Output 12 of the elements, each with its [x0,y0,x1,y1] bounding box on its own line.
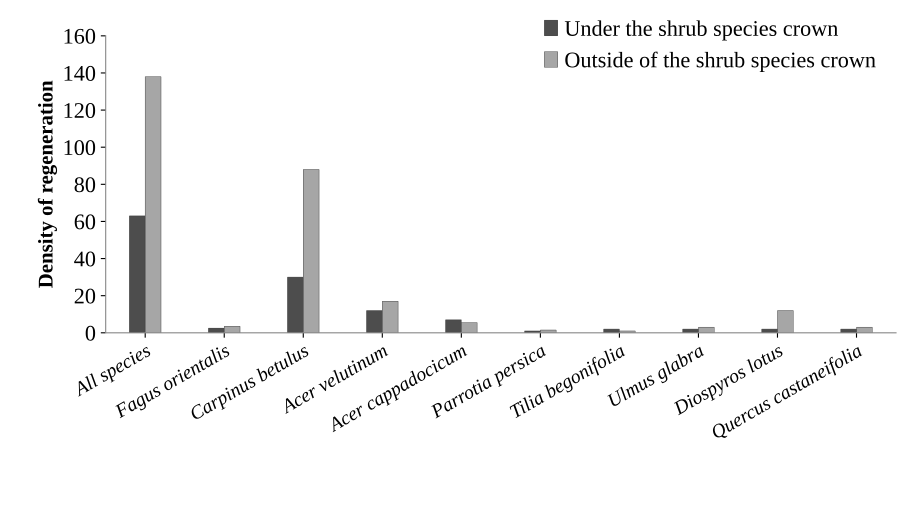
y-tick-label: 160 [64,28,96,44]
y-tick-label: 80 [74,177,96,192]
y-tick-label: 120 [64,103,96,118]
y-tick-label: 100 [64,140,96,156]
y-tick-label: 140 [64,66,96,81]
legend-label: Outside of the shrub species crown [565,52,876,72]
legend-label: Under the shrub species crown [564,20,838,40]
y-tick-label: 0 [86,326,96,341]
y-tick-label: 60 [74,214,96,230]
y-tick-label: 20 [74,288,96,304]
y-tick-label: 40 [74,251,96,266]
y-axis-title: Density of regeneration [38,80,58,288]
